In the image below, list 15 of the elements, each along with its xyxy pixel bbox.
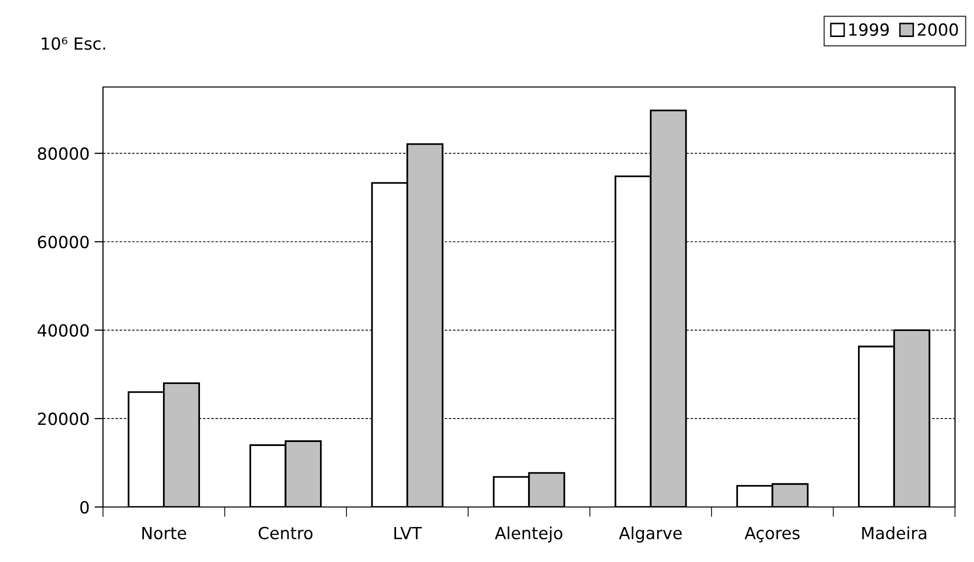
x-tick-label: Açores: [744, 526, 800, 542]
y-tick-label: 20000: [38, 412, 89, 426]
x-tick-label: Madeira: [862, 526, 926, 540]
y-tick-label: 60000: [38, 236, 89, 248]
y-tick-label: 80000: [38, 147, 89, 160]
x-tick-label: Algarve: [618, 526, 682, 543]
y-tick-label: 0: [80, 500, 89, 514]
x-tick-label: Alentejo: [494, 526, 562, 543]
x-tick-label: LVT: [394, 526, 422, 540]
legend-label: 2000: [918, 23, 958, 36]
legend-label: 1999: [849, 23, 889, 36]
x-tick-label: Norte: [142, 526, 186, 540]
x-tick-label: Centro: [258, 526, 312, 540]
y-tick-label: 40000: [38, 324, 89, 337]
y-axis-title: 10⁶ Esc.: [42, 37, 106, 50]
